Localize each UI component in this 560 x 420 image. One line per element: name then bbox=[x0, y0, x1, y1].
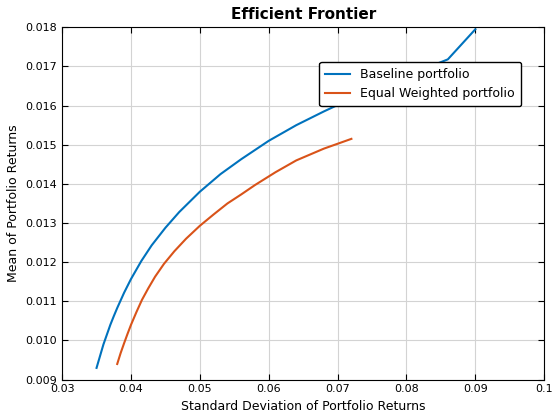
Equal Weighted portfolio bbox=[272, 170, 279, 175]
Equal Weighted portfolio bbox=[139, 297, 146, 302]
Equal Weighted portfolio bbox=[238, 192, 245, 197]
Baseline portfolio bbox=[265, 138, 272, 143]
Equal Weighted portfolio bbox=[161, 261, 167, 266]
Baseline portfolio bbox=[445, 57, 451, 62]
Equal Weighted portfolio bbox=[251, 183, 258, 188]
Equal Weighted portfolio bbox=[133, 310, 140, 315]
Equal Weighted portfolio bbox=[197, 223, 203, 228]
Title: Efficient Frontier: Efficient Frontier bbox=[231, 7, 376, 22]
X-axis label: Standard Deviation of Portfolio Returns: Standard Deviation of Portfolio Returns bbox=[181, 400, 426, 413]
Baseline portfolio bbox=[293, 123, 300, 128]
Equal Weighted portfolio bbox=[121, 341, 128, 346]
Equal Weighted portfolio bbox=[224, 201, 231, 206]
Equal Weighted portfolio bbox=[293, 158, 300, 163]
Equal Weighted portfolio bbox=[145, 286, 152, 291]
Equal Weighted portfolio bbox=[348, 136, 354, 142]
Baseline portfolio bbox=[472, 27, 479, 32]
Line: Equal Weighted portfolio: Equal Weighted portfolio bbox=[117, 139, 351, 364]
Equal Weighted portfolio bbox=[171, 249, 178, 254]
Baseline portfolio bbox=[107, 322, 114, 327]
Equal Weighted portfolio bbox=[128, 322, 134, 327]
Baseline portfolio bbox=[176, 210, 183, 215]
Equal Weighted portfolio bbox=[124, 331, 131, 336]
Baseline portfolio bbox=[93, 365, 100, 370]
Baseline portfolio bbox=[104, 332, 110, 337]
Baseline portfolio bbox=[97, 354, 104, 359]
Baseline portfolio bbox=[320, 109, 327, 114]
Baseline portfolio bbox=[121, 290, 128, 295]
Baseline portfolio bbox=[238, 157, 245, 162]
Baseline portfolio bbox=[128, 276, 134, 281]
Baseline portfolio bbox=[114, 305, 120, 310]
Line: Baseline portfolio: Baseline portfolio bbox=[96, 29, 475, 368]
Equal Weighted portfolio bbox=[320, 146, 327, 151]
Equal Weighted portfolio bbox=[117, 351, 124, 356]
Baseline portfolio bbox=[217, 172, 224, 177]
Baseline portfolio bbox=[376, 84, 382, 89]
Baseline portfolio bbox=[348, 96, 354, 101]
Baseline portfolio bbox=[410, 71, 417, 76]
Equal Weighted portfolio bbox=[152, 274, 158, 279]
Baseline portfolio bbox=[162, 225, 169, 230]
Baseline portfolio bbox=[110, 314, 117, 319]
Baseline portfolio bbox=[100, 342, 107, 347]
Baseline portfolio bbox=[197, 189, 203, 194]
Equal Weighted portfolio bbox=[114, 362, 120, 367]
Equal Weighted portfolio bbox=[210, 212, 217, 217]
Baseline portfolio bbox=[148, 243, 155, 248]
Equal Weighted portfolio bbox=[183, 236, 189, 241]
Baseline portfolio bbox=[138, 258, 144, 263]
Legend: Baseline portfolio, Equal Weighted portfolio: Baseline portfolio, Equal Weighted portf… bbox=[319, 62, 521, 106]
Y-axis label: Mean of Portfolio Returns: Mean of Portfolio Returns bbox=[7, 125, 20, 282]
